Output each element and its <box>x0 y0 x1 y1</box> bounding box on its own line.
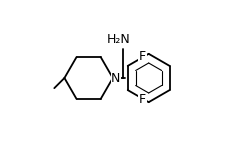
Text: F: F <box>139 93 146 106</box>
Text: F: F <box>139 50 146 63</box>
Text: N: N <box>111 71 121 85</box>
Text: H₂N: H₂N <box>107 33 130 46</box>
